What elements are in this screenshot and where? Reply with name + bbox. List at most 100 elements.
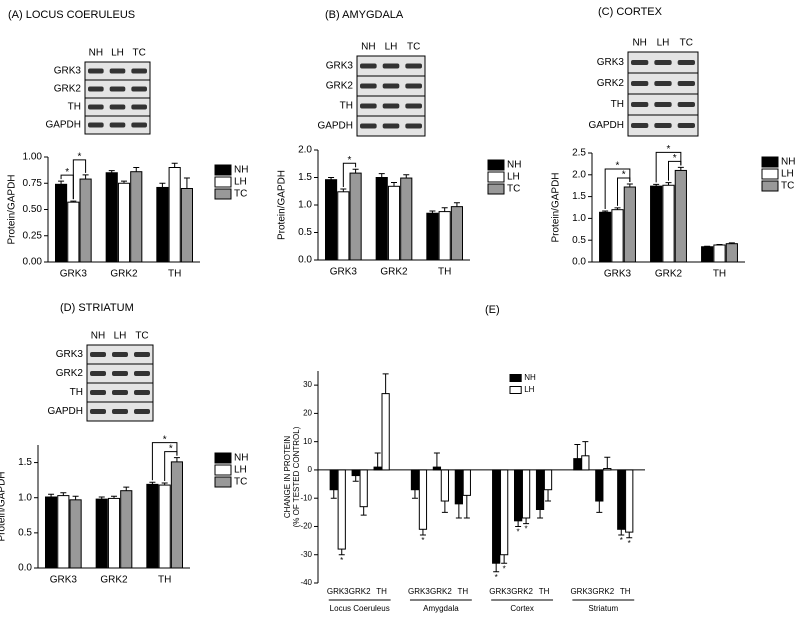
y-tick-label: 0.5: [18, 527, 32, 538]
error-bar: [515, 520, 522, 527]
blot-band: [112, 352, 128, 357]
bar: [107, 497, 121, 569]
legend-swatch: [761, 168, 779, 180]
blot-band: [631, 81, 649, 86]
blot-band: [131, 104, 147, 110]
significance: *: [628, 539, 631, 548]
bar: [105, 172, 118, 263]
legend-label: NH: [234, 165, 248, 176]
y-axis-label: Protein/GAPDH: [551, 172, 562, 242]
lane-label: TC: [407, 42, 420, 53]
blot-band: [405, 63, 422, 69]
error-bar: [596, 501, 603, 513]
x-tick-label: GRK3: [330, 267, 358, 278]
bar: [158, 484, 171, 569]
error-bar: [72, 495, 79, 500]
y-axis-label: Protein/GAPDH: [0, 471, 8, 541]
error-bar: [159, 182, 166, 188]
lane-label: NH: [89, 48, 103, 59]
y-tick-label: 10: [303, 437, 312, 446]
blot-band: [112, 390, 128, 395]
legend-label: LH: [234, 177, 247, 188]
row-label: GAPDH: [588, 120, 624, 131]
y-tick-label: 1.5: [18, 457, 32, 468]
y-tick-label: -10: [300, 493, 312, 502]
error-bar: [82, 174, 89, 180]
blot-band: [90, 409, 106, 414]
bar: [117, 182, 131, 263]
bar: [373, 466, 382, 471]
significance: *: [525, 525, 528, 534]
bar: [400, 177, 413, 261]
error-bar: [614, 207, 621, 210]
bar: [725, 243, 738, 263]
error-bar: [441, 501, 448, 513]
blot-band: [112, 409, 128, 414]
error-bar: [411, 489, 418, 499]
error-bar: [441, 207, 448, 212]
blot-band: [677, 102, 695, 107]
bar: [674, 169, 687, 263]
panel-title: (D) STRIATUM: [60, 302, 134, 314]
x-tick-label: GRK3: [489, 587, 511, 596]
error-bar: [604, 456, 611, 469]
lane-label: TC: [680, 38, 693, 49]
y-tick-label: 1.5: [298, 172, 312, 183]
bar: [44, 496, 58, 569]
error-bar: [173, 457, 180, 462]
error-bar: [352, 168, 359, 174]
legend-label: LH: [507, 172, 520, 183]
legend-swatch: [509, 374, 522, 382]
bar: [450, 206, 464, 261]
bar: [146, 483, 159, 569]
error-bar: [419, 529, 426, 536]
bar: [611, 209, 624, 263]
blot-band: [360, 63, 377, 69]
y-tick-label: -40: [300, 578, 312, 587]
error-bar: [455, 503, 462, 519]
significance: *: [667, 144, 671, 155]
row-label: GAPDH: [45, 120, 81, 131]
bar: [500, 469, 509, 556]
bar: [349, 172, 362, 261]
x-tick-label: GRK2: [100, 575, 128, 586]
row-label: TH: [70, 387, 83, 398]
bar: [543, 469, 553, 491]
blot-band: [90, 390, 106, 395]
blot-band: [677, 123, 695, 128]
error-bar: [338, 549, 345, 556]
blot-band: [109, 68, 126, 74]
error-bar: [626, 532, 633, 539]
lane-label: LH: [114, 331, 127, 342]
bar: [595, 469, 604, 502]
x-tick-label: TH: [438, 267, 451, 278]
error-bar: [111, 495, 117, 499]
comparison-bracket: [342, 162, 357, 188]
error-bar: [626, 183, 633, 188]
y-tick-label: 0.0: [298, 255, 312, 266]
blot-band: [109, 122, 126, 128]
legend-swatch: [487, 171, 505, 183]
y-tick-label: 2.0: [298, 145, 312, 156]
legend-swatch: [214, 476, 232, 488]
y-tick-label: 0.5: [572, 235, 586, 246]
legend-label: TC: [234, 477, 247, 488]
y-axis-label: Protein/GAPDH: [277, 170, 288, 240]
blot-band: [405, 83, 422, 89]
bar: [170, 461, 184, 569]
blot-band: [360, 83, 377, 89]
comparison-bracket: [151, 442, 178, 481]
legend-swatch: [509, 386, 522, 394]
blot-band: [90, 352, 106, 357]
blot-band: [109, 86, 126, 92]
legend-swatch: [214, 452, 232, 464]
row-label: GRK3: [326, 61, 354, 72]
row-label: GRK2: [56, 368, 84, 379]
panel-title: (C) CORTEX: [598, 6, 663, 18]
bar: [95, 498, 108, 569]
group-label: Amygdala: [423, 604, 459, 613]
blot-band: [382, 103, 400, 109]
error-bar: [98, 496, 105, 500]
bar: [438, 211, 451, 261]
